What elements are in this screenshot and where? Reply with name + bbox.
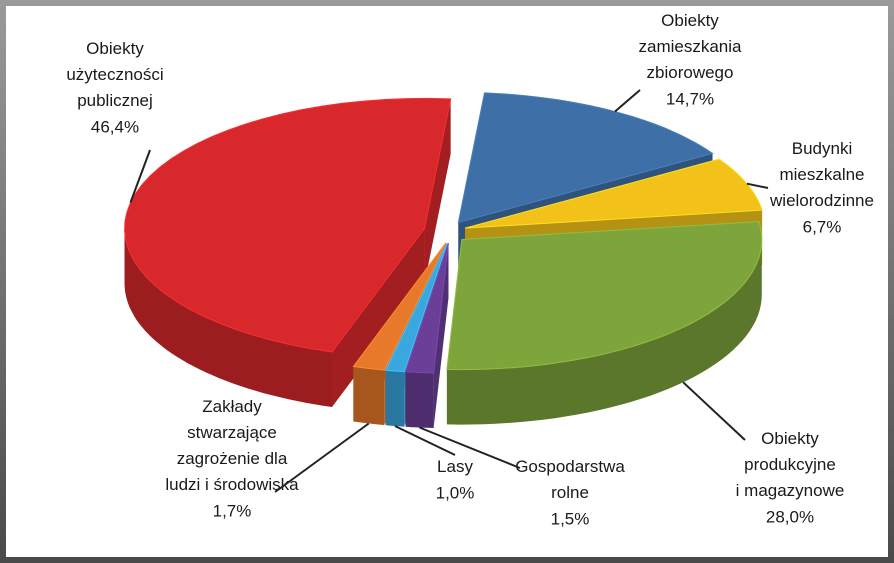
value-label: 28,0% [766,507,814,526]
slice-label: Gospodarstwa rolne [515,457,625,502]
leader-line [419,426,521,469]
value-label: 46,4% [91,117,139,136]
slice-label: Obiekty użyteczności publicznej [66,39,163,110]
value-label: 6,7% [803,217,842,236]
value-label: 1,0% [436,483,475,502]
slice [404,242,449,374]
slice [384,242,448,373]
slice-label: Obiekty zamieszkania zbiorowego [639,11,743,82]
value-label: 1,5% [551,509,590,528]
slice-label: Budynki mieszkalne wielorodzinne [769,139,874,210]
leader-line [394,425,456,456]
leader-line [746,182,769,189]
slice-label: Lasy [437,457,473,476]
slice-side [405,371,434,428]
slice-side [385,370,405,427]
leader-line [274,422,370,493]
slice-cut [424,98,451,284]
slice-label: Obiekty produkcyjne i magazynowe [736,429,845,500]
slice-cut [332,228,425,408]
slice-side [446,239,762,425]
value-label: 14,7% [666,89,714,108]
leader-line [614,89,641,113]
slice-label: Zakłady stwarzające zagrożenie dla ludzi i … [165,397,299,494]
slice [446,221,763,371]
value-label: 1,7% [213,501,252,520]
leader-line [129,149,151,203]
slice-side [124,228,332,407]
leader-line [682,381,746,441]
slice-side [353,366,385,426]
slice [352,242,447,371]
